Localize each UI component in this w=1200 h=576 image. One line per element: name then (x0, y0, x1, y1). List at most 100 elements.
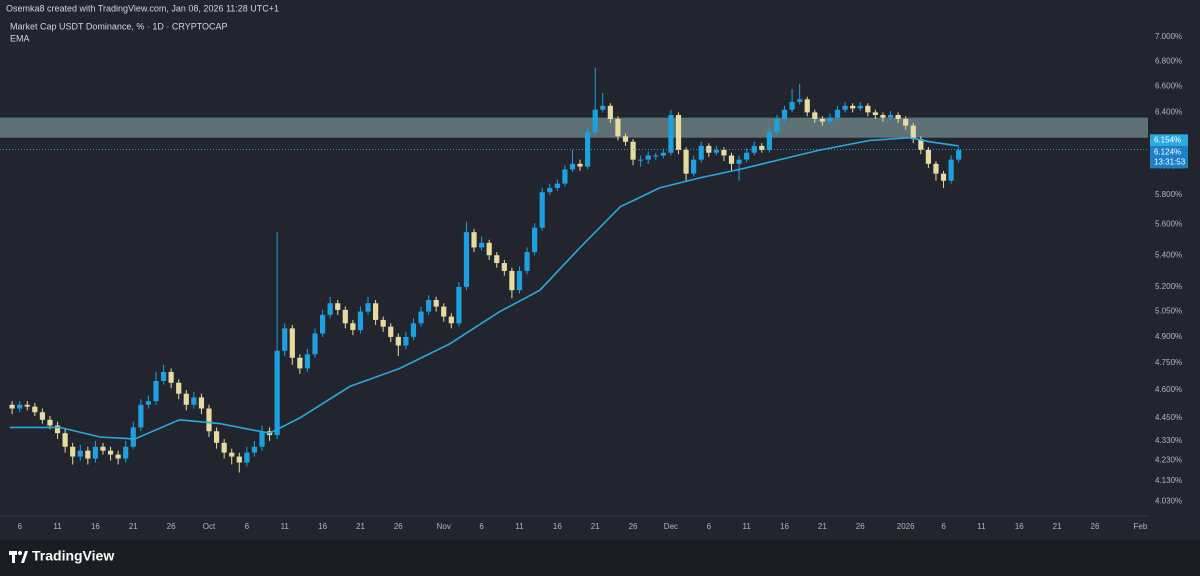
x-tick-label: 11 (742, 522, 751, 531)
candle-body (107, 450, 114, 455)
author-line: Osemka8 created with TradingView.com, Ja… (6, 3, 279, 13)
y-tick-label: 6.600% (1155, 82, 1182, 91)
y-tick-label: 4.900% (1155, 332, 1182, 341)
y-tick-label: 5.400% (1155, 250, 1182, 259)
candle-body (781, 109, 788, 119)
candle-body (441, 306, 447, 317)
candle-body (153, 380, 159, 402)
x-tick-label: 11 (515, 522, 524, 531)
y-tick-label: 4.030% (1155, 496, 1182, 505)
x-tick-label: 6 (707, 522, 712, 531)
candle-body (198, 397, 205, 409)
candle-body (244, 452, 250, 463)
y-tick-label: 5.050% (1155, 307, 1182, 316)
x-tick-label: 16 (780, 522, 789, 531)
candle-body (357, 311, 364, 331)
candle-body (130, 427, 136, 447)
y-tick-label: 4.600% (1155, 385, 1182, 394)
candle-body (229, 452, 235, 457)
y-tick-label: 5.600% (1155, 220, 1182, 229)
candle-body (17, 404, 23, 409)
x-tick-label: 21 (818, 522, 827, 531)
candle-body (766, 132, 772, 150)
x-tick-label: Feb (1134, 522, 1148, 531)
candle-body (486, 242, 492, 256)
candle-body (721, 149, 727, 156)
candle-body (191, 397, 197, 405)
x-tick-label: 26 (394, 522, 403, 531)
y-tick-label: 6.800% (1155, 56, 1182, 65)
x-tick-label: 6 (245, 522, 250, 531)
x-tick-label: 11 (281, 522, 290, 531)
candle-body (183, 393, 189, 405)
candle-body (372, 303, 379, 320)
candle-body (274, 350, 280, 436)
candle-body (304, 354, 311, 369)
candle-body (956, 149, 962, 160)
ema-price-label: 6.154% (1154, 135, 1181, 144)
candle-body (630, 141, 636, 160)
candle-body (418, 311, 424, 324)
candle-body (92, 446, 99, 459)
candle-body (653, 155, 659, 157)
x-tick-label: 6 (17, 522, 22, 531)
candle-body (668, 114, 674, 153)
footer-bar (0, 540, 1200, 576)
candle-body (562, 169, 568, 184)
x-tick-label: 6 (479, 522, 484, 531)
indicator-name: EMA (10, 33, 30, 43)
candle-body (834, 109, 841, 118)
x-tick-label: 16 (91, 522, 100, 531)
candle-body (62, 433, 68, 447)
candle-body (585, 132, 591, 167)
candle-body (312, 333, 318, 355)
candle-body (615, 118, 621, 137)
plot-area (9, 67, 962, 473)
candle-body (335, 303, 341, 310)
candle-body (819, 118, 825, 122)
candle-body (47, 419, 53, 426)
candle-body (395, 336, 401, 346)
x-tick-label: 26 (167, 522, 176, 531)
candle-body (918, 139, 924, 150)
y-tick-label: 4.230% (1155, 456, 1182, 465)
candle-body (410, 323, 417, 337)
x-tick-label: 26 (629, 522, 638, 531)
candle-body (282, 328, 288, 351)
candle-body (221, 442, 227, 453)
brand-logo (9, 551, 28, 563)
candle-body (880, 114, 886, 118)
candle-body (940, 173, 947, 181)
candle-body (842, 105, 848, 110)
candle-body (948, 159, 954, 181)
x-tick-label: Nov (437, 522, 451, 531)
candle-body (524, 252, 530, 271)
candle-body (24, 404, 30, 407)
candle-body (115, 454, 121, 459)
candle-body (645, 155, 651, 160)
candle-body (365, 303, 371, 312)
candle-body (857, 105, 863, 109)
y-tick-label: 4.450% (1155, 413, 1182, 422)
candle-body (251, 446, 258, 453)
candle-body (698, 145, 704, 160)
last-price-box (1150, 146, 1188, 169)
candle-body (206, 408, 212, 432)
x-tick-label: 16 (553, 522, 562, 531)
candle-body (471, 232, 477, 248)
y-tick-label: 6.400% (1155, 107, 1182, 116)
candle-body (569, 163, 576, 170)
candle-body (887, 114, 894, 118)
candle-body (774, 118, 780, 133)
y-tick-label: 5.800% (1155, 190, 1182, 199)
candle-body (865, 105, 871, 113)
candle-body (479, 242, 485, 248)
x-tick-label: 21 (356, 522, 365, 531)
candle-body (509, 270, 515, 291)
candle-body (744, 152, 750, 160)
candle-body (872, 112, 878, 115)
candle-body (895, 114, 901, 119)
candle-body (426, 299, 432, 312)
x-tick-label: 26 (856, 522, 865, 531)
